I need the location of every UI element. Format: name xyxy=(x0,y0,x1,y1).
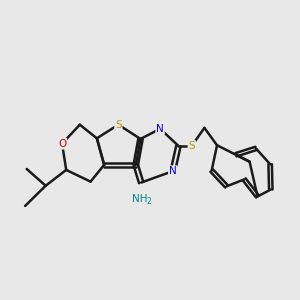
Text: S: S xyxy=(188,141,195,151)
Text: NH: NH xyxy=(132,194,147,204)
Text: N: N xyxy=(156,124,164,134)
Text: S: S xyxy=(115,120,122,130)
Text: N: N xyxy=(169,166,177,176)
Text: O: O xyxy=(58,139,66,149)
Text: 2: 2 xyxy=(147,197,152,206)
